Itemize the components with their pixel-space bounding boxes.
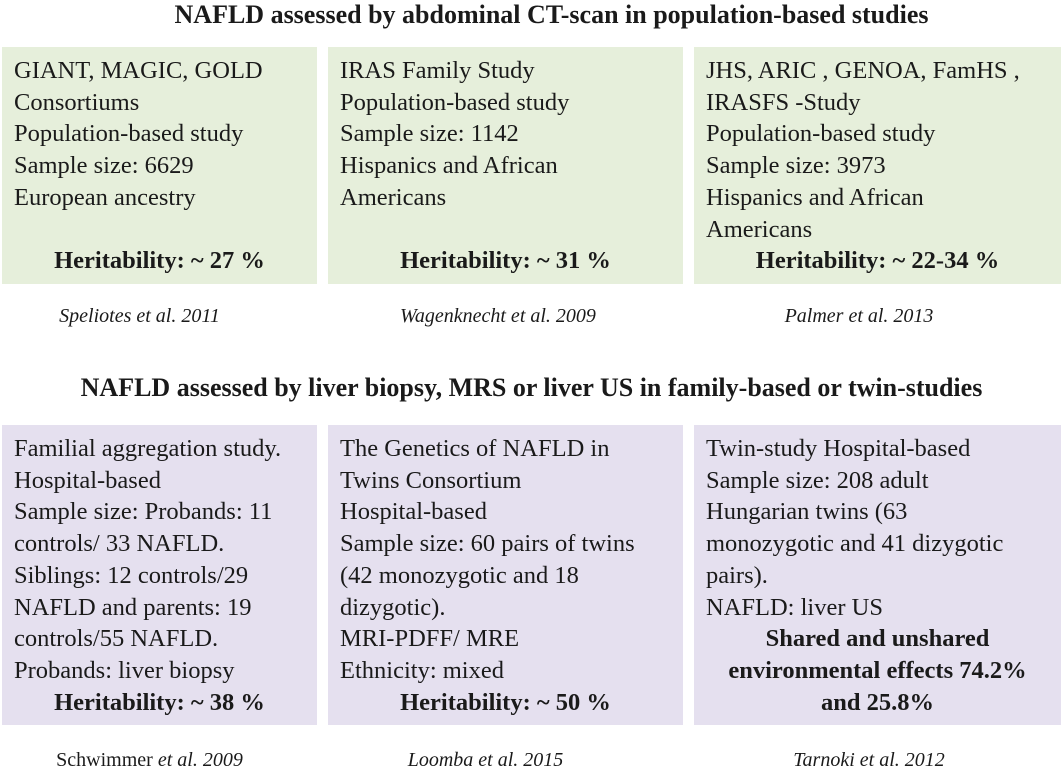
box-line: Ethnicity: mixed [340, 656, 504, 684]
heritability-value: Heritability: ~ 31 % [400, 246, 611, 274]
citation-tarnoki: Tarnoki et al. 2012 [694, 748, 1044, 772]
citation-text: Speliotes et al. 2011 [59, 305, 220, 327]
study-box-loomba: The Genetics of NAFLD in Twins Consortiu… [328, 425, 683, 725]
heritability-value: Heritability: ~ 50 % [400, 688, 611, 716]
box-line: Sample size: Probands: 11 [14, 498, 273, 526]
box-line: Hispanics and African [706, 183, 924, 211]
box-line: dizygotic). [340, 593, 446, 621]
box-line: Twins Consortium [340, 466, 522, 494]
box-line: Americans [340, 183, 447, 211]
citation-text: Wagenknecht et al. 2009 [400, 305, 596, 327]
box-line: Familial aggregation study. [14, 435, 282, 462]
box-line: Americans [706, 215, 813, 243]
citation-speliotes: Speliotes et al. 2011 [2, 304, 277, 328]
result-line: Shared and unshared [765, 625, 990, 653]
box-line: NAFLD: liver US [706, 593, 883, 621]
citation-text: Tarnoki et al. 2012 [793, 749, 945, 771]
box-line: Sample size: 208 adult [706, 466, 929, 494]
section-title-population-studies: NAFLD assessed by abdominal CT-scan in p… [174, 0, 929, 29]
box-line: Siblings: 12 controls/29 [14, 561, 249, 589]
box-line: Hospital-based [340, 498, 487, 526]
study-box-jhs: JHS, ARIC , GENOA, FamHS , IRASFS -Study… [694, 47, 1061, 284]
box-line: GIANT, MAGIC, GOLD [14, 57, 263, 84]
citation-schwimmer: Schwimmer et al. 2009 [2, 748, 297, 772]
box-line: Hospital-based [14, 466, 161, 494]
section-title-family-twin-studies: NAFLD assessed by liver biopsy, MRS or l… [80, 373, 983, 402]
citation-text: Palmer et al. 2013 [784, 305, 934, 327]
box-line: controls/55 NAFLD. [14, 625, 219, 653]
box-line: Hispanics and African [340, 152, 558, 180]
box-line: Hungarian twins (63 [706, 498, 908, 526]
box-line: Population-based study [14, 120, 244, 148]
study-box-schwimmer: Familial aggregation study. Hospital-bas… [2, 425, 317, 725]
result-line: environmental effects 74.2% [728, 656, 1027, 684]
box-line: European ancestry [14, 183, 196, 211]
box-line: IRAS Family Study [340, 57, 535, 84]
box-line: IRASFS -Study [706, 88, 861, 116]
box-line: Population-based study [340, 88, 570, 116]
citation-palmer: Palmer et al. 2013 [694, 304, 1024, 328]
study-box-tarnoki: Twin-study Hospital-based Sample size: 2… [694, 425, 1061, 725]
citation-author: Schwimmer [56, 749, 158, 771]
citation-loomba: Loomba et al. 2015 [328, 748, 643, 772]
box-line: MRI-PDFF/ MRE [340, 625, 520, 653]
box-line: The Genetics of NAFLD in [340, 435, 610, 462]
citation-text: Loomba et al. 2015 [407, 749, 564, 771]
box-line: pairs). [706, 561, 768, 589]
box-line: Population-based study [706, 120, 936, 148]
study-box-iras: IRAS Family Study Population-based study… [328, 47, 683, 284]
box-line: JHS, ARIC , GENOA, FamHS , [706, 57, 1020, 84]
box-line: Probands: liver biopsy [14, 656, 235, 684]
citation-wagenknecht: Wagenknecht et al. 2009 [328, 304, 668, 328]
result-line: and 25.8% [820, 688, 934, 716]
box-line: Sample size: 60 pairs of twins [340, 530, 635, 558]
heritability-value: Heritability: ~ 27 % [54, 246, 265, 274]
box-line: Sample size: 3973 [706, 152, 886, 180]
box-line: Consortiums [14, 88, 140, 116]
citation-text: et al. 2009 [157, 749, 243, 771]
heritability-value: Heritability: ~ 38 % [54, 688, 265, 716]
box-line: Sample size: 1142 [340, 120, 519, 148]
box-line: controls/ 33 NAFLD. [14, 530, 225, 558]
box-line: monozygotic and 41 dizygotic [706, 530, 1004, 558]
box-line: Twin-study Hospital-based [706, 435, 971, 462]
study-box-giant: GIANT, MAGIC, GOLD Consortiums Populatio… [2, 47, 317, 284]
box-line: (42 monozygotic and 18 [340, 561, 579, 589]
box-line: NAFLD and parents: 19 [14, 593, 252, 621]
box-line: Sample size: 6629 [14, 152, 194, 180]
heritability-value: Heritability: ~ 22-34 % [755, 247, 1000, 275]
